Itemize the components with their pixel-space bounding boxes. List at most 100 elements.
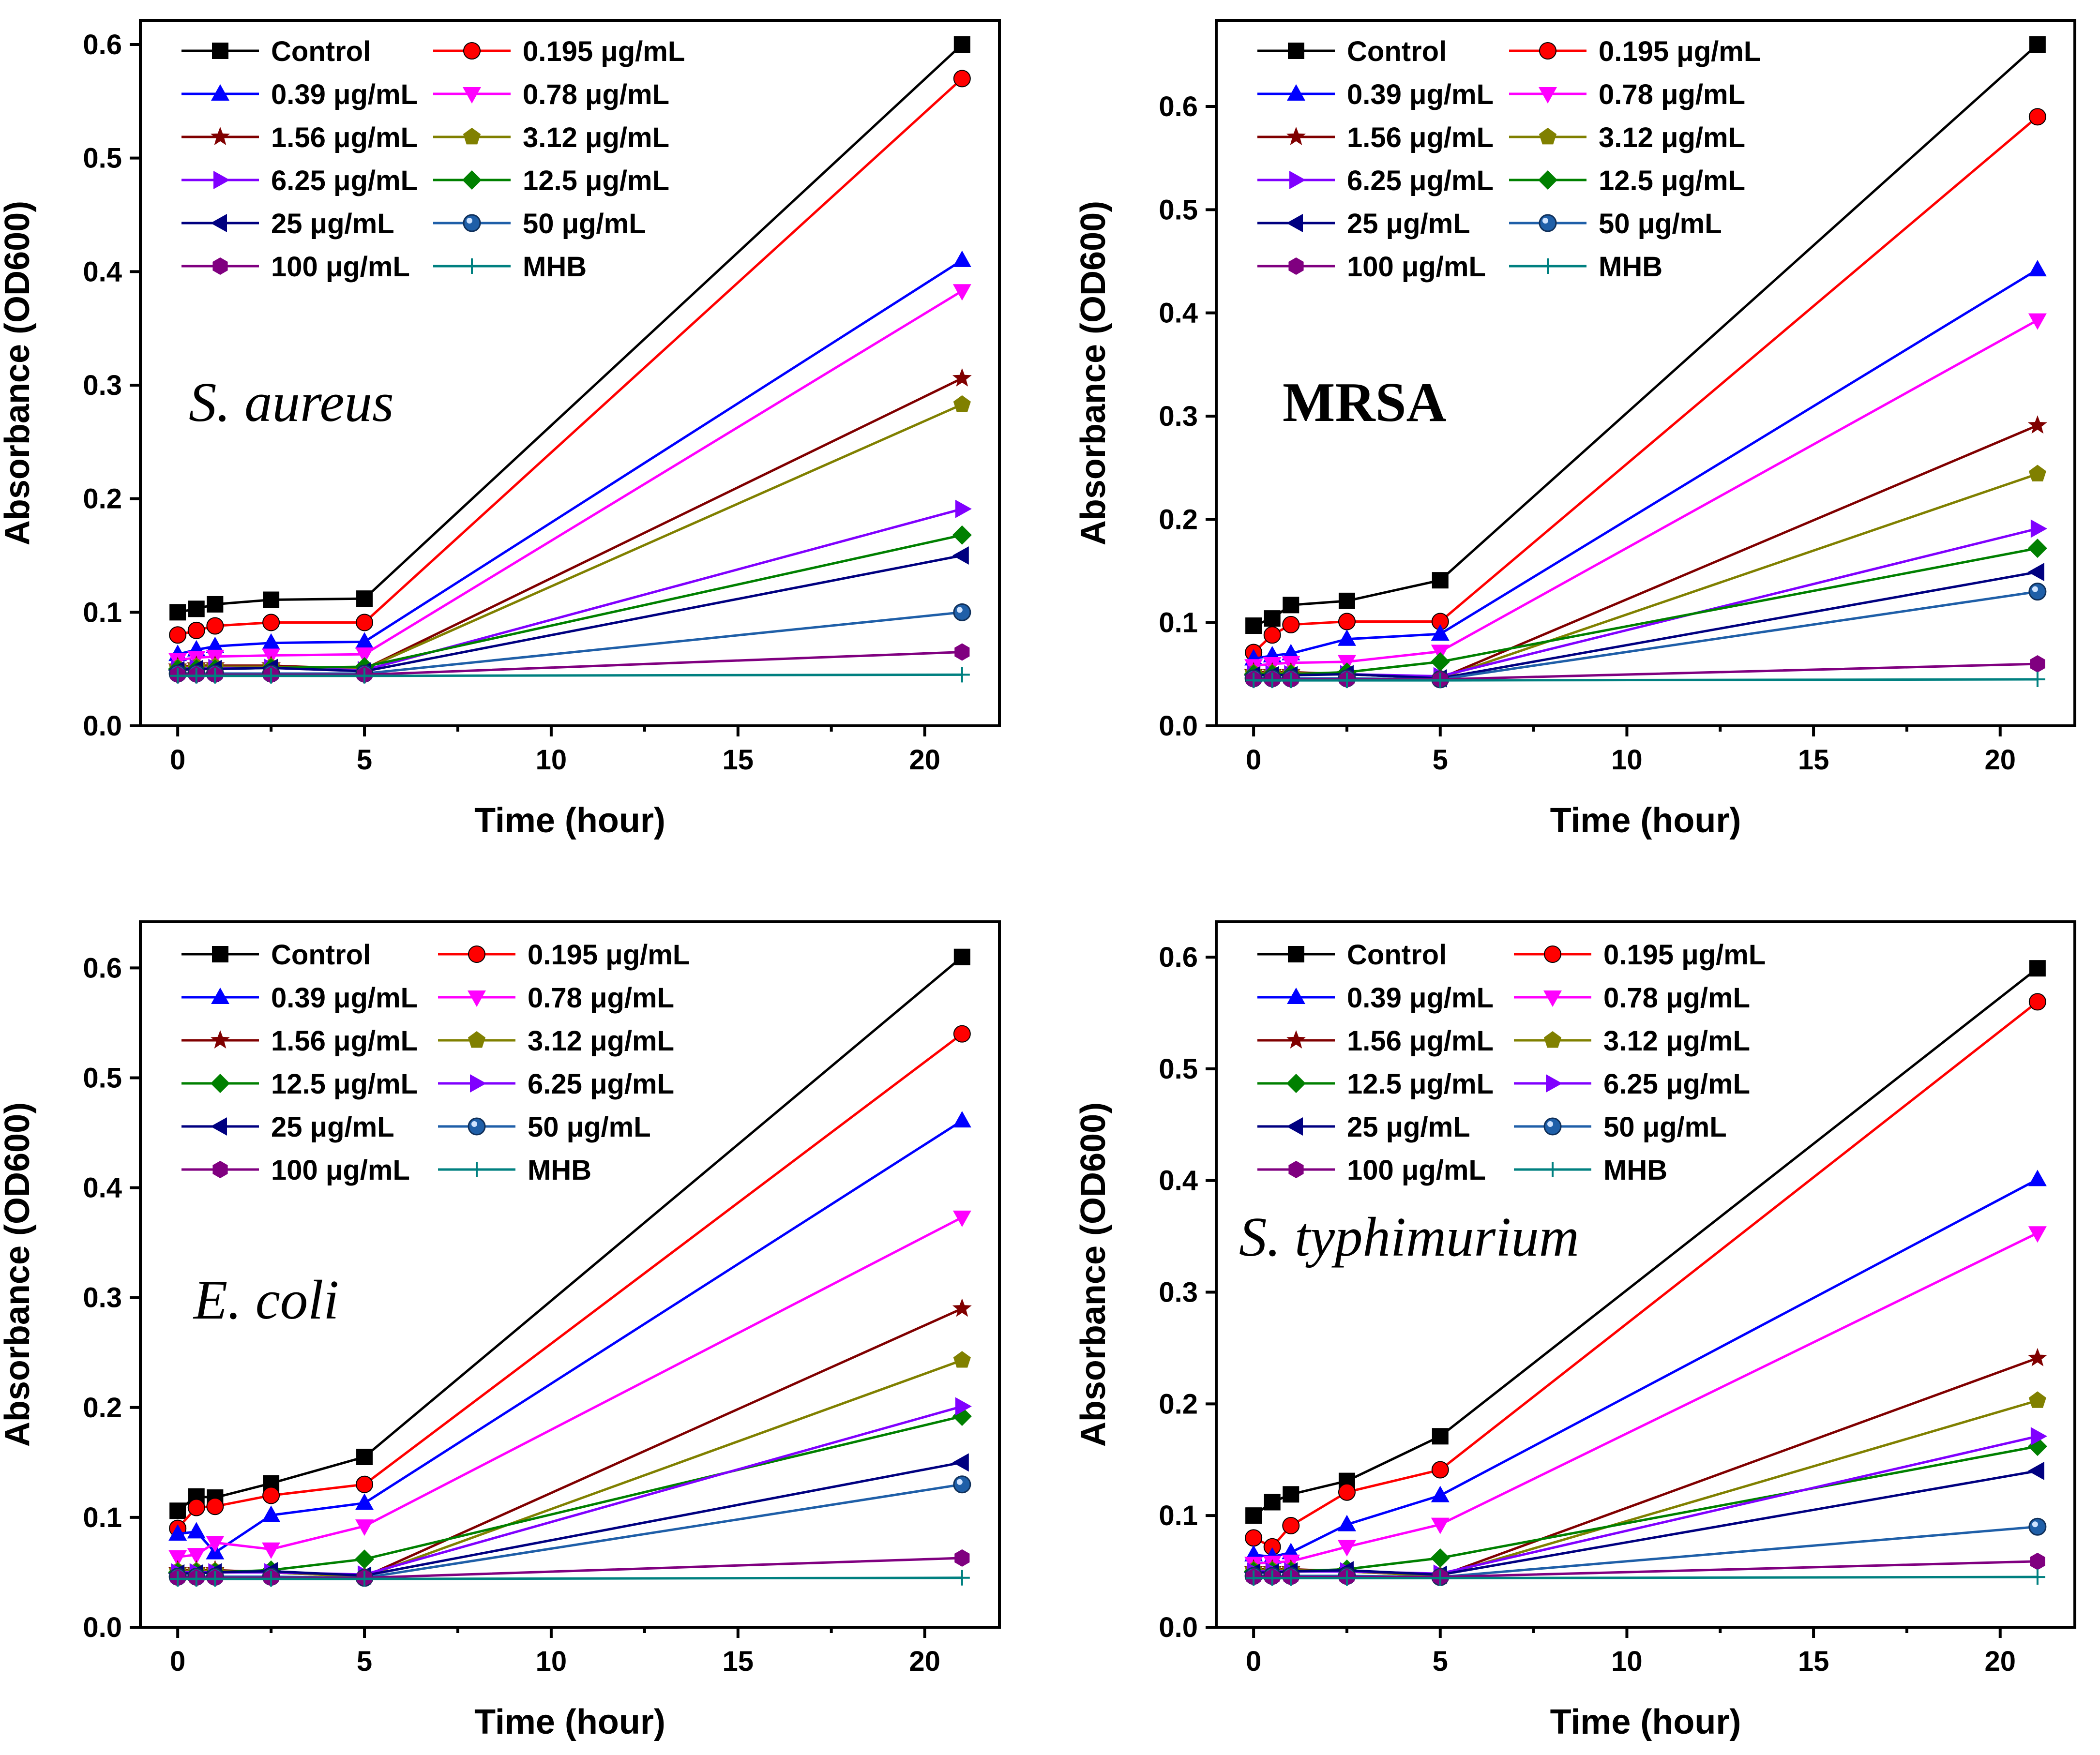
series-line xyxy=(178,1576,962,1580)
data-point xyxy=(2029,960,2046,977)
legend-marker xyxy=(470,1074,486,1093)
y-tick-label: 0.6 xyxy=(83,952,122,984)
legend-item: 0.195 μg/mL xyxy=(438,939,690,971)
legend-marker xyxy=(1546,1074,1562,1093)
data-point xyxy=(263,591,280,608)
marker-highlight xyxy=(2032,586,2038,592)
data-point xyxy=(188,600,205,617)
legend-item: 1.56 μg/mL xyxy=(1257,122,1494,153)
organism-label: E. coli xyxy=(193,1269,339,1331)
data-point xyxy=(263,1571,279,1587)
plot-frame xyxy=(1215,19,2076,727)
legend-marker xyxy=(468,1117,486,1136)
x-tick-label: 15 xyxy=(1798,1646,1829,1677)
legend-marker xyxy=(1288,1161,1304,1178)
legend-label: 50 μg/mL xyxy=(528,1111,651,1143)
data-point xyxy=(2028,260,2047,277)
series-line xyxy=(178,403,963,671)
legend-item: 12.5 μg/mL xyxy=(1509,165,1745,196)
data-point xyxy=(2030,655,2045,673)
data-point xyxy=(954,643,970,661)
y-tick-label: 0.3 xyxy=(1159,401,1198,432)
legend-marker xyxy=(212,43,228,59)
data-point xyxy=(954,1570,970,1586)
legend-item: 0.78 μg/mL xyxy=(1509,79,1745,110)
legend-label: 0.195 μg/mL xyxy=(528,939,690,971)
data-point xyxy=(356,1449,373,1465)
data-point xyxy=(355,647,374,664)
legend-marker xyxy=(1286,127,1306,145)
legend-item: 0.78 μg/mL xyxy=(433,79,669,110)
legend-label: 100 μg/mL xyxy=(1347,1155,1486,1186)
y-tick-label: 0.0 xyxy=(1159,710,1198,742)
legend-label: 1.56 μg/mL xyxy=(1347,1025,1494,1057)
data-point xyxy=(1246,673,1262,689)
legend-marker xyxy=(468,990,486,1007)
legend-item: 100 μg/mL xyxy=(181,251,410,283)
data-point xyxy=(187,1522,206,1539)
data-point xyxy=(2028,1226,2047,1243)
data-point xyxy=(1283,1486,1299,1503)
legend-item: 0.195 μg/mL xyxy=(1514,939,1766,971)
legend: Control 0.195 μg/mL 0.39 μg/mL 0.78 μg/mL 1.… xyxy=(1257,939,1766,1186)
legend-item: Control xyxy=(1257,36,1447,67)
data-point xyxy=(263,668,279,684)
chart-panel-4: 0.0 0.1 0.2 0.3 0.4 0.5 0.6 0 5 10 15 20 Time (hour)… xyxy=(1074,920,2076,1741)
data-point xyxy=(2028,313,2047,330)
data-point xyxy=(169,1502,186,1519)
legend-item: 0.195 μg/mL xyxy=(1509,36,1761,67)
series-line xyxy=(178,1483,963,1579)
y-tick-label: 0.3 xyxy=(1159,1277,1198,1308)
y-axis-title: Absorbance (OD600) xyxy=(1074,201,1113,545)
data-point xyxy=(1337,629,1356,646)
x-tick-label: 15 xyxy=(1798,744,1829,776)
series-line xyxy=(1254,662,2038,681)
legend-marker xyxy=(1286,214,1303,232)
legend-item: 3.12 μg/mL xyxy=(438,1025,674,1057)
legend-label: 6.25 μg/mL xyxy=(271,165,418,196)
series-50-g-ml xyxy=(1244,583,2047,689)
data-point xyxy=(355,632,374,649)
series-0-39-g-ml xyxy=(1244,260,2047,666)
y-tick-label: 0.4 xyxy=(83,1172,122,1204)
data-point xyxy=(1246,1570,1262,1586)
series-line xyxy=(1254,547,2038,675)
data-point xyxy=(357,1571,373,1587)
legend-label: MHB xyxy=(1603,1155,1667,1186)
legend-marker xyxy=(463,214,481,232)
legend-label: 25 μg/mL xyxy=(271,208,394,240)
legend-label: 0.39 μg/mL xyxy=(271,79,418,110)
data-point xyxy=(170,668,186,684)
y-axis-title: Absorbance (OD600) xyxy=(1074,1102,1113,1447)
data-point xyxy=(952,1210,971,1227)
data-point xyxy=(2027,415,2047,434)
chart-panel-3: 0.0 0.1 0.2 0.3 0.4 0.5 0.6 0 5 10 15 20 Time (hour)… xyxy=(0,920,1001,1741)
series-0-195-g-ml xyxy=(169,70,971,644)
data-point xyxy=(1432,1570,1448,1586)
legend-label: Control xyxy=(1347,939,1447,971)
series-line xyxy=(1253,268,2039,660)
y-tick-label: 0.1 xyxy=(83,1502,122,1533)
plot-frame xyxy=(139,19,1001,727)
legend-marker xyxy=(1286,1117,1303,1136)
data-point xyxy=(953,395,971,412)
legend-item: 25 μg/mL xyxy=(181,208,394,240)
x-tick-label: 0 xyxy=(1246,744,1261,776)
data-point xyxy=(170,1571,186,1587)
data-point xyxy=(1264,1570,1280,1586)
data-point xyxy=(355,1519,374,1536)
data-point xyxy=(356,1475,374,1493)
x-tick-label: 5 xyxy=(357,1646,372,1677)
data-point xyxy=(169,604,186,621)
series-line xyxy=(177,290,963,661)
marker-highlight xyxy=(956,607,963,613)
legend-label: 6.25 μg/mL xyxy=(528,1068,674,1100)
marker-highlight xyxy=(1542,218,1548,224)
series-control xyxy=(169,36,970,621)
x-tick-label: 5 xyxy=(1433,1646,1448,1677)
series-25-g-ml xyxy=(1244,1461,2044,1584)
data-point xyxy=(2027,563,2044,582)
y-tick-label: 0.1 xyxy=(83,597,122,628)
legend-marker xyxy=(463,87,481,104)
legend-marker xyxy=(213,171,230,189)
